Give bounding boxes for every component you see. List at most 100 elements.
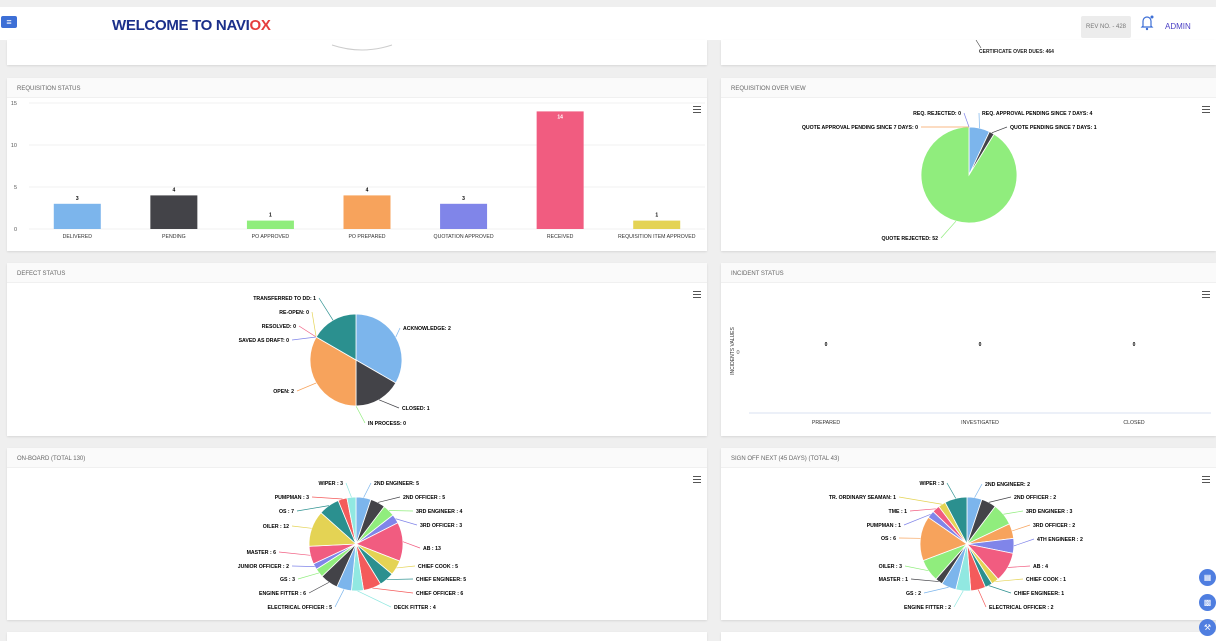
bar — [440, 203, 488, 229]
x-tick-label: INVESTIGATED — [961, 420, 999, 426]
connector-line — [909, 508, 936, 512]
connector-line — [278, 551, 311, 556]
partial-chart — [331, 44, 393, 51]
connector-line — [308, 582, 330, 594]
connector-line — [298, 325, 317, 338]
slice-label: RE-OPEN: 0 — [279, 310, 309, 316]
connector-line — [377, 496, 401, 503]
slice-label: 3RD OFFICER : 3 — [420, 523, 462, 529]
slice-label: QUOTE PENDING SINCE 7 DAYS: 1 — [1010, 125, 1097, 131]
slice-label: ELECTRICAL OFFICER : 2 — [989, 605, 1054, 611]
slice-label: OPEN: 2 — [273, 389, 294, 395]
connector-line — [291, 525, 312, 529]
data-label: 3 — [462, 196, 465, 202]
x-tick-label: RECEIVED — [547, 234, 574, 240]
bar — [53, 203, 101, 229]
pie-slice — [355, 359, 397, 407]
calendar-icon[interactable]: ▦ — [1199, 569, 1216, 586]
slice-label: GS : 2 — [906, 591, 921, 597]
connector-line — [988, 496, 1012, 503]
slice-label: OILER : 3 — [879, 564, 902, 570]
pie-slice — [920, 126, 1018, 224]
panel-title: REQUISITION STATUS — [7, 78, 707, 98]
bell-icon[interactable] — [1140, 15, 1154, 31]
connector-line — [995, 578, 1024, 582]
pie-slice — [309, 336, 357, 407]
slice-label: 2ND OFFICER : 2 — [1014, 495, 1056, 501]
slice-label: CHIEF COOK : 1 — [1026, 577, 1066, 583]
connector-line — [297, 572, 320, 580]
connector-line — [402, 541, 421, 549]
bar — [343, 195, 391, 229]
connector-line — [953, 590, 964, 608]
brand-name: NAVI — [215, 17, 250, 34]
tools-icon[interactable]: ⚒ — [1199, 619, 1216, 636]
sign-off-chart: 2ND ENGINEER: 2 2ND OFFICER : 2 3RD ENGINE… — [829, 481, 1083, 611]
menu-icon[interactable] — [693, 106, 701, 113]
x-tick-label: PREPARED — [812, 420, 840, 426]
slice-label: IN PROCESS: 0 — [368, 421, 406, 427]
slice-label: 4TH ENGINEER : 2 — [1037, 537, 1083, 543]
menu-icon[interactable] — [693, 291, 701, 298]
panel-title: SIGN OFF NEXT (45 DAYS) (TOTAL 43) — [721, 448, 1216, 468]
menu-icon[interactable] — [1202, 476, 1210, 483]
slice-label: CHIEF ENGINEER: 5 — [416, 577, 466, 583]
incident-status-panel: INCIDENT STATUS 0 INCIDENTS VALUES 0 PREPAR… — [721, 263, 1216, 436]
slice-label: DECK FITTER : 4 — [394, 605, 436, 611]
slice-label: CHIEF OFFICER : 6 — [416, 591, 463, 597]
brand-prefix: WELCOME TO — [112, 17, 216, 34]
data-label: 0 — [979, 342, 982, 348]
menu-icon[interactable] — [1202, 291, 1210, 298]
building-icon[interactable]: ▩ — [1199, 594, 1216, 611]
y-tick-label: 15 — [11, 101, 17, 107]
connector-line — [977, 589, 987, 608]
requisition-status-panel: REQUISITION STATUS 0 5 10 15 3 DELIVERED 4 PEND… — [7, 78, 707, 251]
connector-line — [311, 311, 317, 338]
x-tick-label: CLOSED — [1123, 420, 1145, 426]
panel-title: ON-BOARD (TOTAL 130) — [7, 448, 707, 468]
requisition-status-chart: 0 5 10 15 3 DELIVERED 4 PENDING 1 PO APPROVED 4 PO … — [11, 101, 705, 240]
bar — [246, 220, 294, 229]
connector-line — [378, 399, 400, 409]
connector-line — [904, 565, 929, 572]
pie-slice — [355, 313, 403, 384]
slice-label: GS : 3 — [280, 577, 295, 583]
menu-icon[interactable]: ≡ — [1, 16, 17, 28]
connector-line — [318, 297, 334, 321]
bottom-right-strip — [721, 632, 1216, 641]
connector-line — [355, 405, 366, 424]
requisition-overview-chart: REQ. APPROVAL PENDING SINCE 7 DAYS: 4 QUO… — [802, 111, 1097, 242]
slice-label: TME : 1 — [889, 509, 908, 515]
slice-label: QUOTE REJECTED: 52 — [882, 236, 939, 242]
user-menu[interactable]: ADMIN — [1165, 22, 1191, 31]
slice-label: TR. ORDINARY SEAMAN: 1 — [829, 495, 896, 501]
data-label: 3 — [76, 196, 79, 202]
pie-slice — [315, 313, 357, 361]
slice-label: ENGINE FITTER : 6 — [259, 591, 306, 597]
slice-label: ACKNOWLEDGE: 2 — [403, 326, 451, 332]
slice-label: CLOSED: 1 — [402, 406, 430, 412]
connector-line — [910, 578, 939, 582]
connector-line — [1007, 565, 1031, 568]
connector-line — [372, 587, 414, 594]
slice-label: SAVED AS DRAFT: 0 — [239, 338, 290, 344]
menu-icon[interactable] — [693, 476, 701, 483]
y-axis-title: INCIDENTS VALUES — [730, 326, 736, 374]
slice-label: 2ND ENGINEER: 2 — [985, 482, 1030, 488]
connector-line — [1013, 538, 1035, 547]
slice-label: ELECTRICAL OFFICER : 5 — [268, 605, 333, 611]
menu-icon[interactable] — [1202, 106, 1210, 113]
data-label: 0 — [1133, 342, 1136, 348]
connector-line — [991, 126, 1008, 134]
slice-label: PUMPMAN : 3 — [275, 495, 309, 501]
connector-line — [395, 518, 418, 526]
partial-chart — [975, 40, 982, 49]
connector-line — [296, 505, 329, 512]
slice-label: AB : 13 — [423, 546, 441, 552]
x-tick-label: REQUISITION ITEM APPROVED — [618, 234, 696, 240]
slice-label: TRANSFERRED TO DD: 1 — [253, 296, 316, 302]
connector-line — [903, 513, 931, 526]
panel-title: DEFECT STATUS — [7, 263, 707, 283]
connector-line — [940, 220, 957, 239]
slice-label: REQ. REJECTED: 0 — [913, 111, 961, 117]
